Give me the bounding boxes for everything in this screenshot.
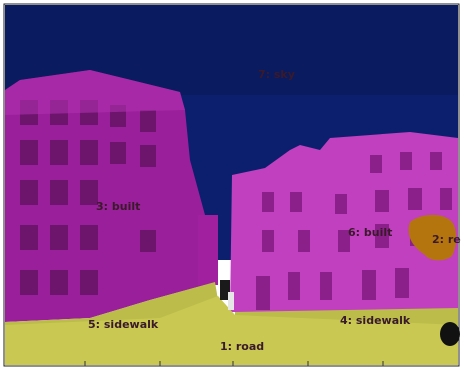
tree-region [408,214,457,261]
label-tree: 2: re [432,233,461,246]
built-right-region [230,132,458,312]
road-region [5,296,458,365]
label-built-left: 3: built [96,200,140,213]
label-road: 1: road [220,340,264,353]
built-left-region [5,70,205,322]
label-built-right: 6: built [348,226,392,239]
label-sidewalk-right: 4: sidewalk [340,314,411,327]
label-sky: 7: sky [258,68,295,81]
image-border [3,3,460,367]
label-sidewalk-left: 5: sidewalk [88,318,159,331]
